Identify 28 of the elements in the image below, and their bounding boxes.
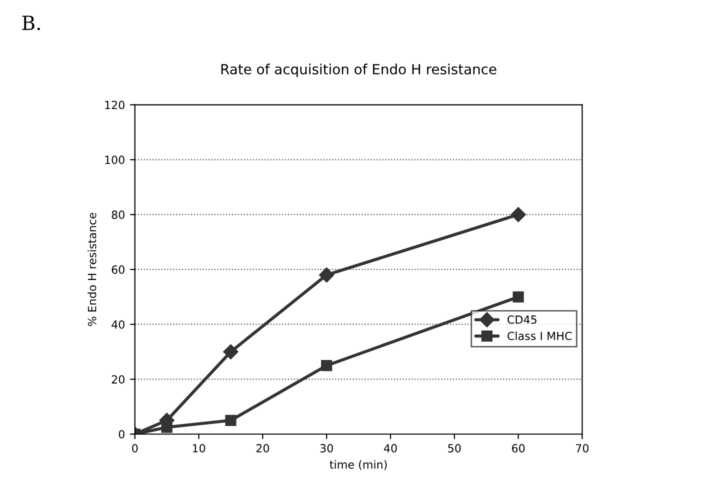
point [321,360,332,372]
point [510,207,526,222]
x-tick-label: 60 [512,444,525,452]
point [161,422,172,433]
y-tick-label: 80 [112,210,124,219]
y-tick-label: 20 [112,375,124,384]
x-tick-label: 10 [192,444,206,452]
y-tick-label: 0 [118,430,124,439]
point [319,267,334,283]
y-tick-label: 100 [105,156,124,164]
y-tick-label: 120 [105,100,124,110]
point [223,344,238,360]
text: B. [22,16,40,30]
x-tick-label: 30 [320,444,333,452]
x-tick-label: 40 [384,444,397,452]
y-axis-title: % Endo H resistance [88,212,96,326]
legend-label: Class I MHC [508,332,572,340]
x-tick-label: 50 [448,444,461,452]
legend-label: CD45 [508,315,536,324]
point [512,291,524,302]
x-tick-label: 70 [576,444,589,452]
point [225,414,236,426]
y-tick-label: 40 [112,320,124,329]
chart-title: Rate of acquisition of Endo H resistance [221,64,496,78]
x-axis-title: time (min) [330,460,387,470]
x-tick-label: 20 [256,444,270,452]
x-tick-label: 0 [132,444,138,452]
y-tick-label: 60 [112,265,124,274]
